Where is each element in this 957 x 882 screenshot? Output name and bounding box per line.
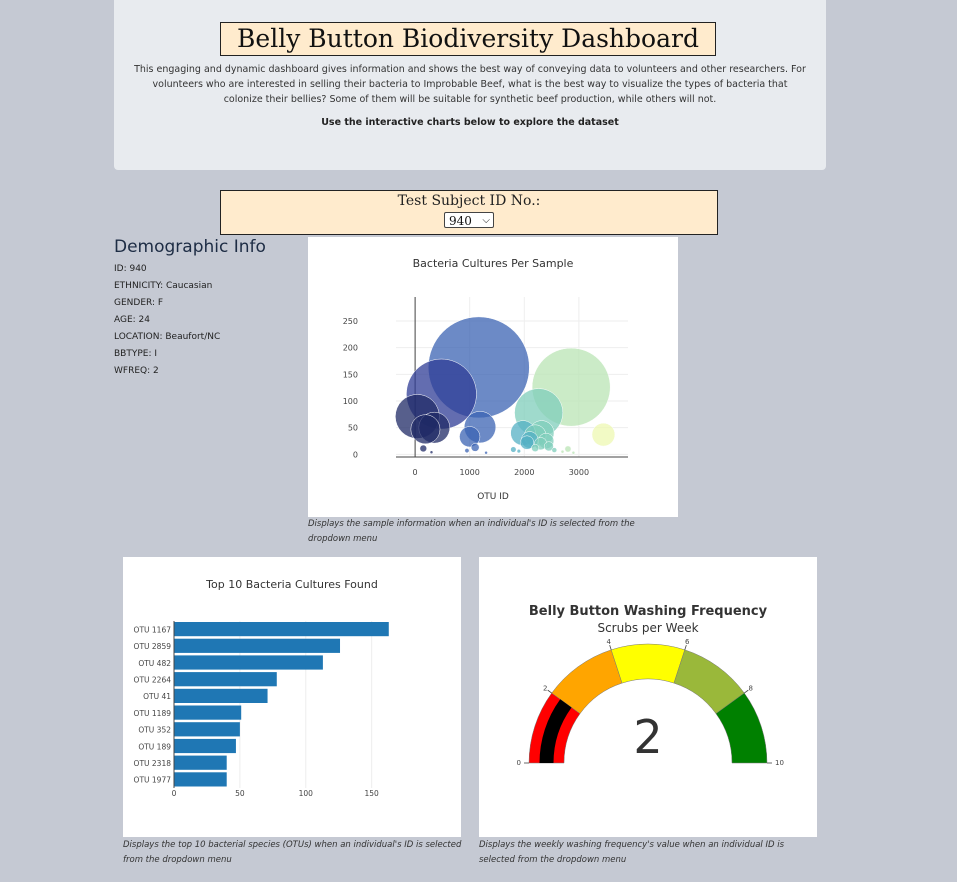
subject-selector-label: Test Subject ID No.: — [397, 193, 541, 209]
bubble-point — [560, 449, 565, 454]
bar-category-label: OTU 189 — [138, 742, 171, 751]
bar-mark — [174, 738, 236, 754]
bubble-ytick-label: 250 — [343, 317, 358, 326]
gauge-tick-label: 6 — [685, 638, 690, 646]
bar-category-label: OTU 1189 — [134, 709, 172, 718]
bar-xtick-label: 0 — [172, 789, 177, 798]
bubble-xtick-label: 0 — [413, 468, 418, 477]
bubble-xtick-label: 3000 — [569, 468, 589, 477]
bar-mark — [174, 722, 240, 737]
page-description: This engaging and dynamic dashboard give… — [134, 64, 806, 105]
gauge-chart-caption: Displays the weekly washing frequency's … — [479, 840, 785, 865]
gauge-tick — [684, 644, 687, 650]
demographic-row: GENDER: F — [114, 298, 164, 308]
demographic-row: BBTYPE: I — [114, 349, 158, 359]
bar-mark — [174, 755, 227, 770]
bar-category-label: OTU 1977 — [134, 776, 172, 785]
gauge-tick-label: 2 — [543, 684, 547, 692]
bubble-ytick-label: 100 — [343, 397, 358, 406]
demographic-row: ID: 940 — [114, 264, 147, 274]
bubble-point — [591, 422, 616, 447]
bar-category-label: OTU 2859 — [134, 642, 172, 651]
gauge-tick-label: 8 — [749, 684, 753, 692]
bubble-point — [516, 449, 521, 454]
subject-selector-panel: Test Subject ID No.: 940 ⌵ — [220, 190, 718, 235]
bubble-chart-title: Bacteria Cultures Per Sample — [413, 257, 574, 270]
bar-mark — [174, 705, 242, 720]
bar-mark — [174, 655, 323, 670]
bubble-chart[interactable]: Bacteria Cultures Per Sample 0 50 100 150 200… — [308, 237, 678, 517]
bar-category-label: OTU 352 — [138, 726, 171, 735]
bar-chart[interactable]: Top 10 Bacteria Cultures Found 0 50 100 150 O… — [123, 557, 461, 837]
bubble-point — [551, 447, 558, 453]
bar-category-label: OTU 482 — [138, 659, 171, 668]
bubble-ytick-label: 0 — [353, 450, 358, 459]
bubble-point — [531, 443, 540, 452]
gauge-tick-label: 10 — [775, 759, 784, 767]
bubble-point — [484, 450, 488, 455]
page-title: Belly Button Biodiversity Dashboard — [220, 22, 716, 56]
bubble-point — [464, 448, 470, 454]
demographic-heading: Demographic Info — [114, 237, 266, 257]
bubble-point — [459, 426, 481, 448]
gauge-chart-panel: Belly Button Washing Frequency Scrubs per… — [479, 557, 817, 837]
explore-text: Use the interactive charts below to expl… — [321, 117, 619, 128]
bar-xtick-label: 150 — [364, 789, 379, 798]
gauge-tick — [547, 689, 552, 694]
bar-mark — [174, 622, 389, 637]
bubble-xtick-label: 2000 — [514, 468, 534, 477]
bubble-ytick-label: 150 — [343, 370, 358, 379]
bar-mark — [174, 772, 227, 787]
bubble-point — [410, 414, 441, 445]
bar-chart-title: Top 10 Bacteria Cultures Found — [205, 578, 378, 591]
gauge-value-bar — [539, 699, 572, 763]
bubble-point — [429, 450, 434, 454]
bubble-point — [564, 445, 572, 453]
bar-category-label: OTU 2318 — [134, 759, 172, 768]
demographic-row: AGE: 24 — [114, 315, 151, 325]
subject-id-dropdown[interactable]: 940 ⌵ — [444, 212, 494, 228]
demographic-row: ETHNICITY: Caucasian — [114, 281, 213, 291]
demographic-row: LOCATION: Beaufort/NC — [114, 332, 221, 342]
bar-category-label: OTU 1167 — [134, 625, 172, 634]
bubble-point — [571, 450, 576, 455]
bubble-chart-panel: Bacteria Cultures Per Sample 0 50 100 150 200… — [308, 237, 678, 517]
gauge-step — [610, 643, 686, 684]
subject-id-value: 940 — [449, 214, 472, 228]
bubble-point — [510, 446, 517, 453]
bar-mark — [174, 638, 341, 653]
bubble-point — [519, 435, 535, 450]
gauge-subtitle: Scrubs per Week — [597, 621, 698, 635]
bubble-point — [543, 441, 554, 452]
gauge-value: 2 — [633, 710, 662, 764]
chevron-down-icon: ⌵ — [482, 215, 490, 226]
bar-chart-caption: Displays the top 10 bacterial species (O… — [123, 840, 462, 865]
bar-mark — [174, 688, 268, 703]
bar-category-label: OTU 41 — [143, 692, 171, 701]
gauge-tick-label: 4 — [607, 638, 612, 646]
bubble-x-axis-label: OTU ID — [477, 492, 509, 502]
bar-xtick-label: 50 — [235, 789, 245, 798]
demographic-panel: Demographic Info ID: 940 ETHNICITY: Cauc… — [114, 237, 304, 380]
bar-category-label: OTU 2264 — [134, 675, 172, 684]
gauge-title: Belly Button Washing Frequency — [529, 604, 768, 619]
header-jumbotron: Belly Button Biodiversity Dashboard This… — [114, 0, 826, 170]
bar-xtick-label: 100 — [299, 789, 314, 798]
gauge-tick — [744, 689, 749, 694]
gauge-chart[interactable]: Belly Button Washing Frequency Scrubs per… — [479, 557, 817, 837]
bubble-ytick-label: 50 — [348, 424, 358, 433]
bar-mark — [174, 672, 277, 687]
demographic-row: WFREQ: 2 — [114, 366, 159, 376]
gauge-tick-label: 0 — [517, 759, 521, 767]
bubble-ytick-label: 200 — [343, 344, 358, 353]
bubble-point — [419, 444, 427, 453]
bubble-xtick-label: 1000 — [460, 468, 480, 477]
gauge-tick — [609, 644, 612, 650]
bar-chart-panel: Top 10 Bacteria Cultures Found 0 50 100 150 O… — [123, 557, 461, 837]
bubble-chart-caption: Displays the sample information when an … — [308, 519, 635, 544]
bubble-point — [470, 443, 480, 452]
